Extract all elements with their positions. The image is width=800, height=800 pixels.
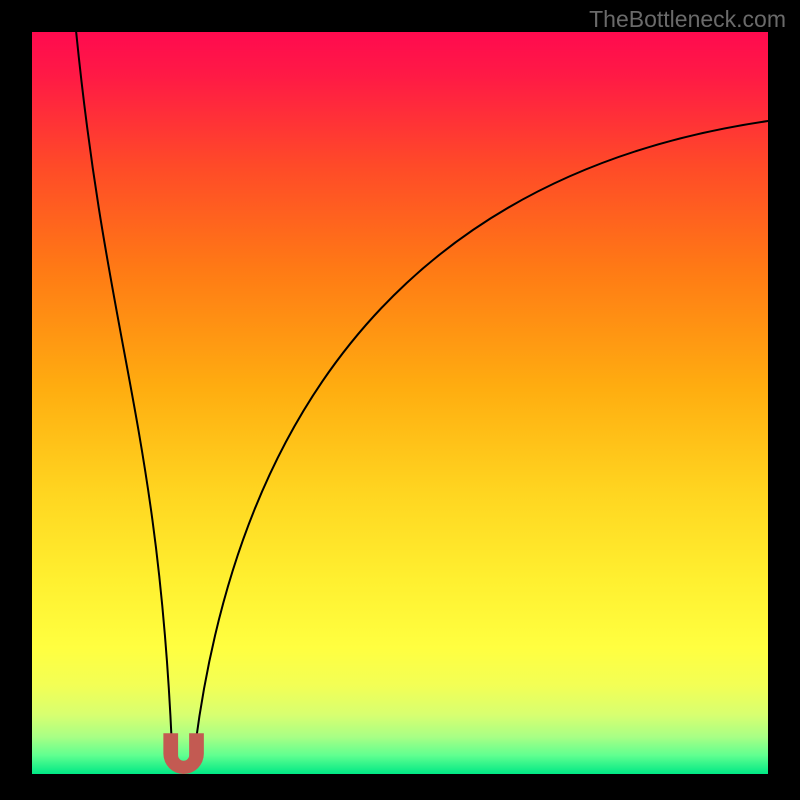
chart-container: TheBottleneck.com <box>0 0 800 800</box>
plot-area <box>32 32 768 774</box>
gradient-background <box>32 32 768 774</box>
watermark-text: TheBottleneck.com <box>589 6 786 33</box>
